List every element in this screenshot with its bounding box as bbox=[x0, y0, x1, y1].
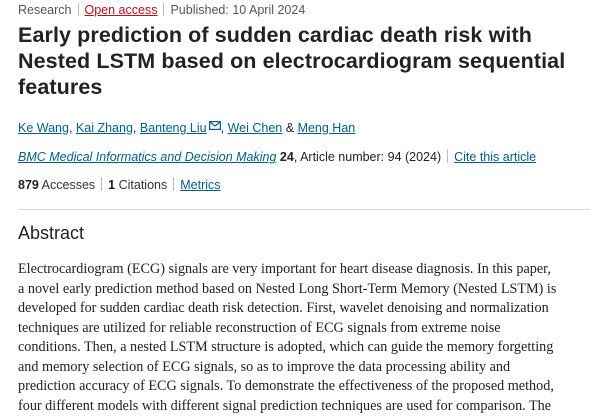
title-line: Nested LSTM based on electrocardiogram s… bbox=[18, 49, 566, 73]
abstract-line: conditions. Then, a nested LSTM structur… bbox=[18, 339, 554, 355]
meta-divider bbox=[163, 3, 165, 16]
open-access-link[interactable]: Open access bbox=[84, 3, 158, 17]
abstract-line: and memory selection of ECG signals, so … bbox=[18, 358, 511, 375]
published-date: Published: 10 April 2024 bbox=[170, 3, 306, 17]
journal-info: BMC Medical Informatics and Decision Mak… bbox=[18, 149, 536, 164]
abstract-heading: Abstract bbox=[18, 223, 85, 243]
author-link[interactable]: Ke Wang bbox=[18, 121, 69, 135]
email-icon[interactable] bbox=[208, 119, 221, 133]
author-link[interactable]: Banteng Liu bbox=[139, 121, 207, 135]
section-divider bbox=[18, 209, 590, 210]
accesses-count: 879 bbox=[18, 178, 39, 192]
abstract-line: Electrocardiogram (ECG) signals are very… bbox=[18, 261, 551, 277]
metrics-divider bbox=[101, 177, 103, 191]
author-link[interactable]: Wei Chen bbox=[227, 121, 283, 135]
title-line: features bbox=[18, 75, 103, 99]
citations-count: 1 bbox=[108, 178, 116, 192]
journal-divider bbox=[447, 149, 449, 163]
abstract-line: developed for sudden cardiac death risk … bbox=[18, 300, 549, 316]
metrics-link[interactable]: Metrics bbox=[180, 178, 221, 192]
abstract-line: prediction accuracy of ECG signals. To d… bbox=[18, 378, 554, 394]
journal-volume: 24 bbox=[279, 150, 294, 164]
article-meta-row: Research Open access Published: 10 April 2… bbox=[18, 3, 305, 17]
abstract-text: Electrocardiogram (ECG) signals are very… bbox=[18, 260, 580, 416]
abstract-line: a novel early prediction method based on… bbox=[18, 280, 557, 297]
metrics-divider bbox=[173, 177, 175, 191]
meta-divider bbox=[77, 3, 79, 16]
article-title: Early prediction of sudden cardiac death… bbox=[18, 22, 578, 100]
abstract-line: techniques are utilized for reliable rec… bbox=[18, 319, 501, 336]
article-type: Research bbox=[18, 3, 72, 17]
author-link[interactable]: Kai Zhang bbox=[75, 121, 133, 135]
journal-name-link[interactable]: BMC Medical Informatics and Decision Mak… bbox=[18, 150, 277, 164]
citations-label: Citations bbox=[118, 178, 168, 192]
cite-article-link[interactable]: Cite this article bbox=[454, 150, 537, 164]
metrics-row: 879 Accesses 1 Citations Metrics bbox=[18, 177, 221, 192]
abstract-line: four different models with different sig… bbox=[18, 397, 552, 414]
article-number: , Article number: 94 (2024) bbox=[293, 150, 442, 164]
accesses-label: Accesses bbox=[41, 178, 96, 192]
title-line: Early prediction of sudden cardiac death… bbox=[18, 23, 532, 47]
author-list: Ke Wang, Kai Zhang, Banteng Liu, Wei Che… bbox=[18, 119, 356, 135]
author-link[interactable]: Meng Han bbox=[297, 121, 356, 135]
